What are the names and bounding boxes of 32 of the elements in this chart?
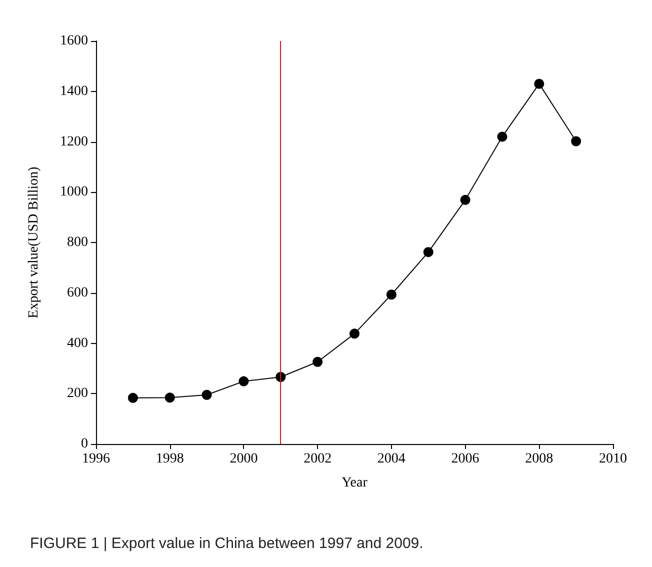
y-tick-label: 200 <box>67 386 88 402</box>
point <box>164 392 175 403</box>
y-tick-label: 400 <box>67 336 88 351</box>
point <box>202 390 212 400</box>
point <box>350 328 360 339</box>
x-tick-label: 1998 <box>156 452 184 466</box>
y-tick-label: 600 <box>67 285 88 300</box>
x-tick-label: 2010 <box>599 452 627 466</box>
x-tick-label: 1996 <box>82 452 110 466</box>
x-tick-label: 2002 <box>304 452 332 466</box>
x-tick-label: 2004 <box>377 452 406 466</box>
caption: FIGURE 1 | Export value in China between 1997 and 2009. <box>30 535 424 552</box>
point <box>238 376 249 386</box>
point <box>460 194 470 205</box>
y-tick-label: 1600 <box>60 34 88 48</box>
point <box>128 392 138 403</box>
x-tick-label: 2000 <box>230 452 258 466</box>
x-tick-label: 2008 <box>525 452 554 466</box>
y-tick-label: 800 <box>67 235 88 250</box>
point <box>312 356 323 367</box>
y-tick-label: 1000 <box>60 184 88 200</box>
x-axis-title: Year <box>342 476 368 490</box>
point <box>534 78 544 89</box>
point <box>423 247 434 258</box>
point <box>386 290 396 300</box>
y-tick-label: 1400 <box>60 84 88 99</box>
y-tick-label: 1200 <box>60 134 88 150</box>
x-tick-label: 2006 <box>451 452 480 466</box>
point <box>497 132 508 142</box>
y-tick-label: 0 <box>81 436 88 452</box>
y-axis-title: Export value(USD Billion) <box>26 166 42 318</box>
point <box>571 136 582 146</box>
